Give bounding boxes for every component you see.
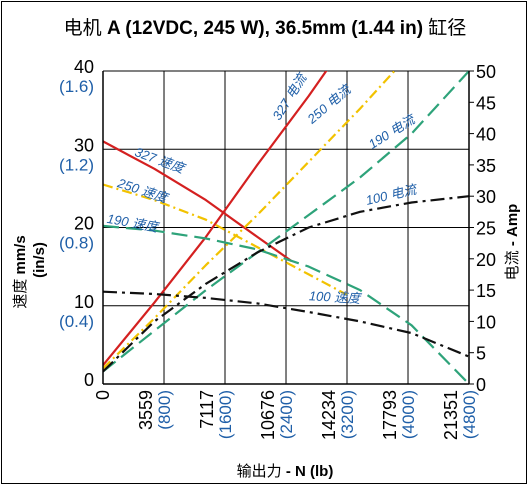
- grid-lines: [102, 70, 470, 385]
- y-left-tick-sublabel: (1.6): [59, 77, 94, 96]
- axes: 010(0.4)20(0.8)30(1.2)40(1.6)05101520253…: [59, 57, 496, 440]
- y-left-tick-label: 20: [74, 214, 94, 234]
- x-tick-label: 21351: [441, 390, 461, 440]
- x-tick-sublabel: (800): [155, 390, 174, 430]
- x-tick-sublabel: (4000): [399, 390, 418, 439]
- y-left-axis-label: 速度 mm/s: [12, 235, 29, 308]
- series-label-100-速度: 100 速度: [309, 288, 363, 306]
- x-tick-label: 17793: [380, 390, 400, 440]
- chart-title: 电机 A (12VDC, 245 W), 36.5mm (1.44 in) 缸径: [64, 17, 467, 39]
- series-line-100-速度: [103, 290, 469, 358]
- y-right-tick-label: 20: [476, 250, 496, 270]
- x-tick-sublabel: (1600): [216, 390, 235, 439]
- y-right-tick-label: 40: [476, 125, 496, 145]
- y-left-tick-sublabel: (0.8): [59, 234, 94, 253]
- series-label-250-速度: 250 速度: [115, 175, 171, 206]
- series-label-100-电流: 100 电流: [364, 181, 419, 208]
- y-left-tick-sublabel: (0.4): [59, 312, 94, 331]
- series-line-190-速度: [103, 224, 469, 384]
- y-right-tick-label: 30: [476, 187, 496, 207]
- series-label-190-速度: 190 速度: [106, 211, 161, 235]
- x-tick-label: 3559: [136, 390, 156, 430]
- y-left-axis-sublabel: (in/s): [31, 242, 48, 278]
- y-left-tick-sublabel: (1.2): [59, 155, 94, 174]
- y-right-tick-label: 35: [476, 156, 496, 176]
- y-right-tick-label: 10: [476, 312, 496, 332]
- series-label-190-电流: 190 电流: [366, 111, 419, 152]
- y-left-tick-label: 0: [84, 370, 94, 390]
- y-left-tick-label: 40: [74, 57, 94, 77]
- curves: [103, 71, 469, 384]
- y-left-tick-label: 30: [74, 135, 94, 155]
- y-right-tick-label: 45: [476, 93, 496, 113]
- series-line-190-电流: [103, 71, 469, 373]
- y-left-tick-label: 10: [74, 292, 94, 312]
- y-right-tick-label: 15: [476, 281, 496, 301]
- y-right-axis-label: 电流 - Amp: [504, 204, 521, 281]
- x-tick-label: 0: [93, 390, 113, 400]
- y-right-tick-label: 5: [476, 344, 486, 364]
- x-tick-label: 7117: [197, 390, 217, 429]
- series-line-250-电流: [103, 71, 396, 370]
- x-tick-sublabel: (3200): [338, 390, 357, 439]
- series-line-250-速度: [103, 183, 348, 296]
- x-axis-label: 输出力 - N (lb): [237, 463, 334, 480]
- series-line-327-电流: [103, 71, 328, 366]
- y-right-tick-label: 50: [476, 62, 496, 82]
- x-tick-sublabel: (4800): [460, 390, 479, 439]
- series-line-327-速度: [103, 140, 293, 262]
- x-tick-sublabel: (2400): [277, 390, 296, 439]
- series-line-100-电流: [103, 195, 469, 373]
- y-right-tick-label: 25: [476, 219, 496, 239]
- x-tick-label: 10676: [258, 390, 278, 440]
- x-tick-label: 14234: [319, 390, 339, 440]
- y-right-tick-label: 0: [476, 375, 486, 395]
